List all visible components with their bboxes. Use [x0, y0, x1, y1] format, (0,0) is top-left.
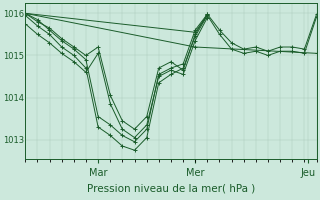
X-axis label: Pression niveau de la mer( hPa ): Pression niveau de la mer( hPa )	[87, 183, 255, 193]
